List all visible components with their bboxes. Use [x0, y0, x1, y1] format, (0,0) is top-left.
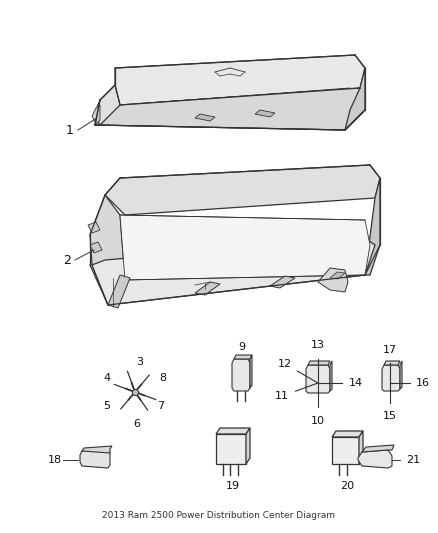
Polygon shape: [332, 431, 363, 437]
Polygon shape: [234, 355, 252, 359]
Text: 1: 1: [66, 124, 74, 136]
Polygon shape: [345, 68, 365, 130]
Text: 16: 16: [416, 378, 430, 388]
Polygon shape: [90, 195, 125, 305]
Polygon shape: [318, 268, 348, 292]
Polygon shape: [232, 359, 250, 391]
Text: 14: 14: [349, 378, 363, 388]
Text: 12: 12: [278, 359, 292, 369]
Polygon shape: [88, 222, 100, 233]
Polygon shape: [105, 165, 380, 215]
Polygon shape: [216, 428, 250, 434]
Polygon shape: [94, 85, 120, 125]
Text: 8: 8: [159, 373, 166, 383]
Text: 5: 5: [103, 401, 110, 411]
Polygon shape: [115, 55, 365, 105]
Polygon shape: [332, 437, 359, 464]
Polygon shape: [95, 88, 365, 130]
Polygon shape: [330, 361, 332, 391]
Polygon shape: [80, 449, 110, 468]
Polygon shape: [92, 105, 100, 124]
Text: 15: 15: [383, 411, 397, 421]
Polygon shape: [120, 215, 370, 280]
Polygon shape: [308, 361, 330, 365]
Text: 10: 10: [311, 416, 325, 426]
Polygon shape: [82, 446, 112, 453]
Polygon shape: [330, 272, 345, 279]
Polygon shape: [108, 275, 130, 308]
Text: 13: 13: [311, 340, 325, 350]
Text: 19: 19: [226, 481, 240, 491]
Polygon shape: [400, 361, 402, 389]
Text: 11: 11: [276, 391, 289, 401]
Polygon shape: [358, 450, 392, 468]
Text: 7: 7: [157, 401, 165, 411]
Polygon shape: [195, 282, 220, 295]
Polygon shape: [362, 445, 394, 452]
Polygon shape: [270, 276, 295, 288]
Text: 6: 6: [134, 419, 141, 429]
Text: 20: 20: [340, 481, 354, 491]
Text: 4: 4: [103, 373, 110, 383]
Polygon shape: [250, 355, 252, 388]
Text: 21: 21: [406, 455, 420, 465]
Polygon shape: [384, 361, 400, 365]
Polygon shape: [359, 431, 363, 464]
Polygon shape: [92, 238, 375, 305]
Text: 9: 9: [238, 342, 246, 352]
Polygon shape: [90, 242, 102, 253]
Polygon shape: [246, 428, 250, 464]
Text: 18: 18: [48, 455, 62, 465]
Polygon shape: [195, 114, 215, 121]
Text: 2: 2: [63, 254, 71, 266]
Text: 2013 Ram 2500 Power Distribution Center Diagram: 2013 Ram 2500 Power Distribution Center …: [102, 511, 336, 520]
Polygon shape: [216, 434, 246, 464]
Polygon shape: [255, 110, 275, 117]
Polygon shape: [365, 178, 380, 275]
Text: 3: 3: [137, 357, 144, 367]
Polygon shape: [382, 365, 400, 391]
Polygon shape: [306, 365, 330, 393]
Text: 17: 17: [383, 345, 397, 355]
